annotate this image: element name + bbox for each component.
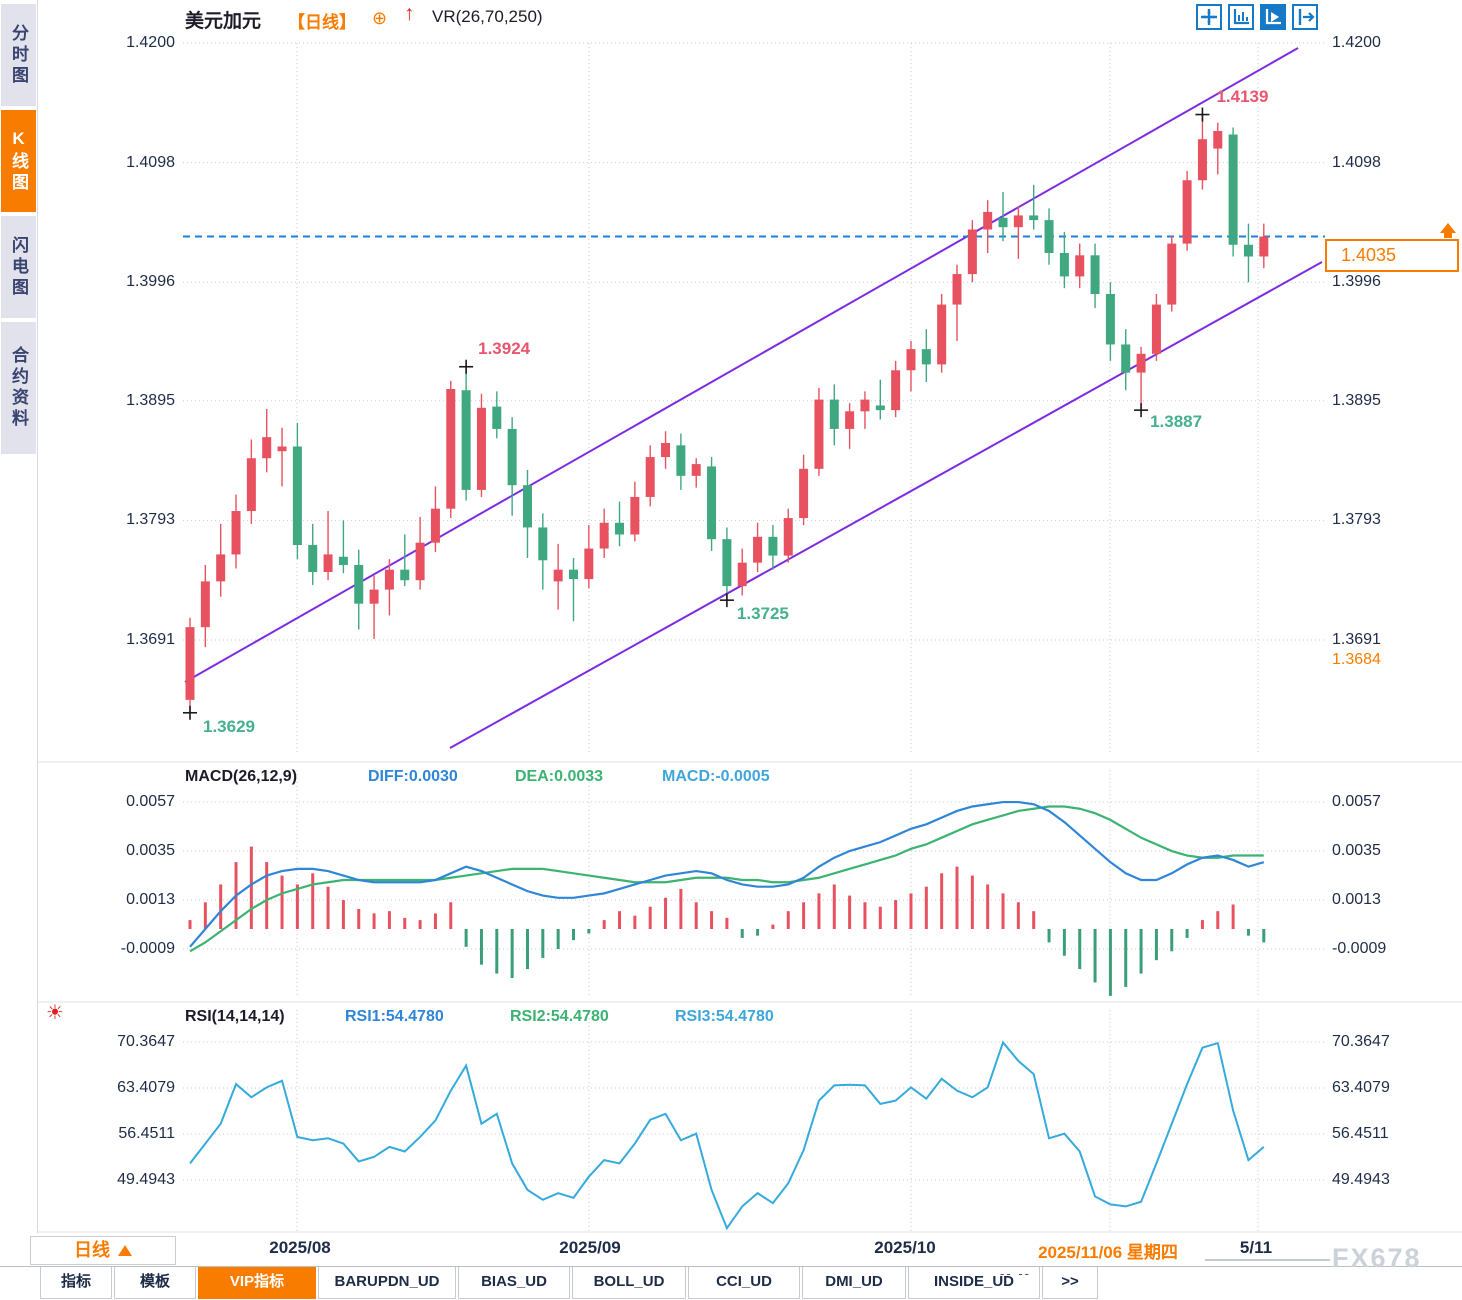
rsi2-value: RSI2:54.4780 — [510, 1008, 609, 1025]
price-annotation: 1.3924 — [478, 338, 531, 358]
sidebar-tab-3[interactable]: 闪电图 — [1, 216, 36, 318]
symbol-title: 美元加元 — [185, 11, 262, 32]
axis-label: 1.3793 — [1332, 511, 1381, 529]
axis-label: 1.4200 — [1332, 34, 1381, 51]
indicator-tab-barupdn_ud[interactable]: BARUPDN_UD — [318, 1267, 456, 1299]
indicator-tab-inside_ud[interactable]: INSIDE_UD — [908, 1267, 1040, 1299]
period-selector-label: 日线 — [74, 1240, 110, 1260]
axis-label: 0.0057 — [126, 793, 175, 811]
axis-label: 1.3895 — [126, 391, 175, 409]
axis-label: 1.3895 — [1332, 391, 1381, 409]
indicator-tab-vip指标[interactable]: VIP指标 — [198, 1267, 316, 1299]
axis-label: 0.0057 — [1332, 793, 1381, 811]
macd-dea-value: DEA:0.0033 — [515, 768, 604, 785]
axis-label: 1.4098 — [126, 153, 175, 171]
date-axis-label: 5/11 — [1239, 1238, 1273, 1257]
rsi1-value: RSI1:54.4780 — [345, 1008, 444, 1025]
indicator-tab-bias_ud[interactable]: BIAS_UD — [458, 1267, 570, 1299]
axis-label: 49.4943 — [1332, 1170, 1390, 1188]
last-price-arrow-stem — [1444, 232, 1452, 238]
macd-macd-value: MACD:-0.0005 — [662, 768, 770, 785]
circle-plus-icon[interactable]: ⊕ — [372, 8, 388, 28]
axis-label: 63.4079 — [1332, 1078, 1390, 1096]
axis-label: 1.4200 — [126, 34, 175, 51]
sun-icon[interactable]: ☀ — [46, 1002, 64, 1024]
rsi3-value: RSI3:54.4780 — [675, 1008, 774, 1025]
watermark-line — [1205, 1259, 1330, 1261]
indicator-tab-模板[interactable]: 模板 — [114, 1267, 196, 1299]
axis-label: -0.0009 — [1332, 940, 1387, 958]
last-price-tag: 1.4035 — [1325, 239, 1459, 272]
date-axis-label: 2025/11/06 星期四 — [1038, 1243, 1178, 1262]
period-selector[interactable]: 日线 — [30, 1236, 176, 1265]
date-axis-label: 2025/08 — [269, 1238, 331, 1257]
rsi-header[interactable]: RSI(14,14,14) — [185, 1008, 285, 1025]
axis-label: 0.0013 — [126, 891, 175, 909]
axis-label: 0.0035 — [126, 842, 175, 860]
axis-label: 1.3691 — [1332, 631, 1381, 649]
price-annotation: 1.3725 — [736, 604, 789, 624]
watermark: FX678 — [1332, 1243, 1422, 1273]
axis-bars-icon[interactable] — [1228, 4, 1254, 30]
sidebar-tab-2[interactable]: K线图 — [1, 110, 36, 212]
axis-label: 1.3996 — [1332, 273, 1381, 291]
last-price-arrow-icon — [1440, 223, 1456, 233]
period-label[interactable]: 【日线】 — [288, 13, 356, 32]
axis-label: 70.3647 — [1332, 1033, 1390, 1050]
axis-label: 1.4098 — [1332, 153, 1381, 171]
left-sidebar: 分时图 K线图闪电图合约资料 — [0, 0, 38, 1300]
price-annotation: 1.4139 — [1216, 86, 1269, 106]
axis-label: 56.4511 — [1332, 1124, 1389, 1142]
macd-header[interactable]: MACD(26,12,9) — [185, 768, 298, 785]
axis-label: 0.0013 — [1332, 891, 1381, 909]
tab-overflow-dashes: -- -- — [1000, 1266, 1031, 1281]
exit-right-icon[interactable] — [1292, 4, 1318, 30]
axis-label: 1.3793 — [126, 511, 175, 529]
axis-label: 63.4079 — [117, 1078, 175, 1096]
indicator-tab-指标[interactable]: 指标 — [40, 1267, 112, 1299]
axis-label: 70.3647 — [117, 1033, 175, 1050]
crosshair-icon[interactable] — [1196, 4, 1222, 30]
axis-label: 49.4943 — [117, 1170, 175, 1188]
axis-label: 0.0035 — [1332, 842, 1381, 860]
date-axis-label: 2025/10 — [874, 1238, 936, 1257]
price-annotation: 1.3629 — [203, 716, 255, 736]
axis-label: 1.3684 — [1332, 651, 1381, 669]
indicator-tab-cci_ud[interactable]: CCI_UD — [688, 1267, 800, 1299]
price-annotation: 1.3887 — [1150, 412, 1203, 432]
axis-play-icon[interactable] — [1260, 4, 1286, 30]
macd-diff-value: DIFF:0.0030 — [368, 768, 458, 785]
sidebar-tab-1[interactable]: 分时图 — [1, 4, 36, 106]
sidebar-tab-4[interactable]: 合约资料 — [1, 322, 36, 454]
up-triangle-icon — [118, 1245, 132, 1256]
axis-label: 56.4511 — [118, 1124, 175, 1142]
chart-toolbar — [1196, 4, 1318, 30]
indicator-tab-boll_ud[interactable]: BOLL_UD — [572, 1267, 686, 1299]
axis-label: -0.0009 — [120, 940, 175, 958]
up-arrow-icon: ↑ — [404, 2, 415, 25]
axis-label: 1.3996 — [126, 273, 175, 291]
indicator-tab-dmi_ud[interactable]: DMI_UD — [802, 1267, 906, 1299]
date-axis-label: 2025/09 — [559, 1238, 621, 1257]
vr-indicator-label: VR(26,70,250) — [432, 7, 543, 26]
indicator-tab->>[interactable]: >> — [1042, 1267, 1098, 1299]
axis-label: 1.3691 — [126, 631, 175, 649]
